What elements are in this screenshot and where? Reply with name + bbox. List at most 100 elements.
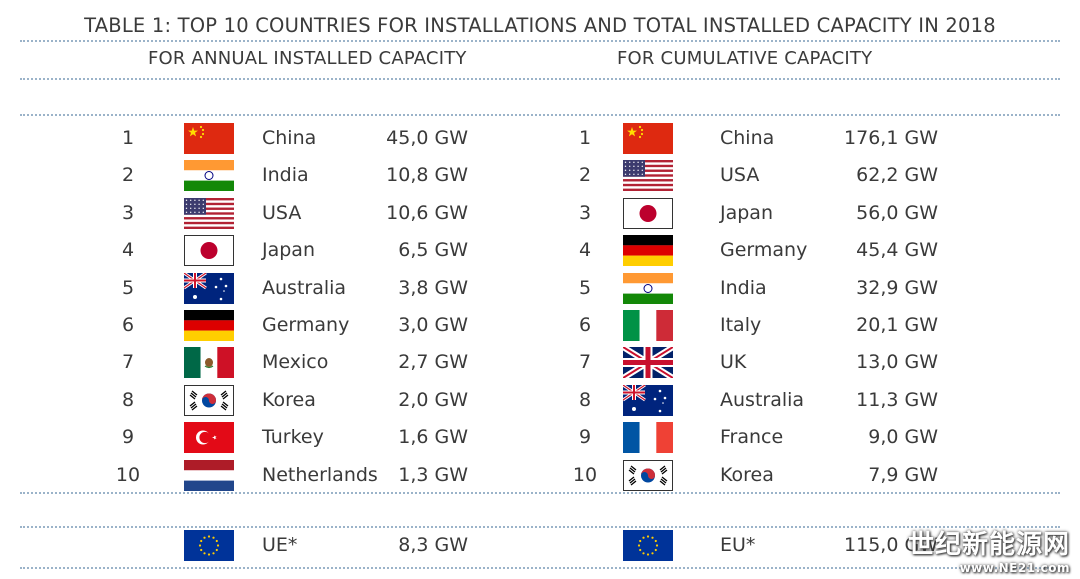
table-row: 6 Italy 20,1 GW — [0, 307, 1080, 344]
country-name: France — [720, 426, 784, 449]
australia-flag-icon — [184, 272, 234, 304]
separator-line — [20, 40, 1060, 42]
country-name: UK — [720, 351, 747, 374]
country-name: Japan — [720, 201, 773, 224]
rank-number: 2 — [121, 164, 135, 187]
capacity-value: 62,2 GW — [856, 164, 938, 187]
table-row: 9 Turkey 1,6 GW — [0, 419, 1080, 456]
table-row: 7 Mexico 2,7 GW — [0, 344, 1080, 381]
country-name: Netherlands — [262, 463, 378, 486]
total-country-label: EU* — [720, 534, 756, 556]
usa-flag-icon — [623, 160, 673, 192]
rank-number: 4 — [578, 239, 592, 262]
table-row: 1 China 45,0 GW — [0, 120, 1080, 157]
rank-number: 5 — [121, 276, 135, 299]
rank-number: 10 — [572, 463, 598, 486]
country-name: India — [720, 276, 767, 299]
rank-number: 6 — [121, 314, 135, 336]
table-row: 1 China 176,1 GW — [0, 120, 1080, 157]
rank-number: 9 — [121, 426, 135, 449]
india-flag-icon — [623, 272, 673, 304]
country-name: USA — [262, 201, 302, 224]
capacity-value: 10,6 GW — [386, 201, 468, 224]
rank-number: 4 — [121, 239, 135, 262]
capacity-value: 9,0 GW — [868, 426, 938, 449]
table-row: 5 India 32,9 GW — [0, 270, 1080, 307]
country-name: Korea — [720, 463, 774, 486]
annual-total-row: UE* 8,3 GW — [0, 527, 540, 564]
table-row: 4 Japan 6,5 GW — [0, 232, 1080, 269]
cumulative-total-row: EU* 115,0 GW — [0, 527, 1080, 564]
korea-flag-icon — [623, 459, 673, 491]
country-name: Italy — [720, 314, 762, 336]
separator-line — [20, 78, 1060, 80]
watermark: 世纪新能源网 www.NE21.com — [908, 524, 1070, 575]
capacity-value: 20,1 GW — [856, 314, 938, 336]
capacity-value: 3,0 GW — [398, 314, 468, 336]
country-name: USA — [720, 164, 760, 187]
france-flag-icon — [623, 422, 673, 454]
table-row: 9 France 9,0 GW — [0, 419, 1080, 456]
rank-number: 5 — [578, 276, 592, 299]
table-row: 2 India 10,8 GW — [0, 157, 1080, 194]
country-name: India — [262, 164, 309, 187]
separator-line — [20, 492, 1060, 494]
watermark-url: www.NE21.com — [959, 561, 1070, 575]
rank-number: 1 — [578, 127, 592, 149]
table-row: 8 Australia 11,3 GW — [0, 382, 1080, 419]
rank-number: 3 — [121, 201, 135, 224]
capacity-value: 13,0 GW — [856, 351, 938, 374]
watermark-text: 世纪新能源网 — [907, 530, 1070, 560]
japan-flag-icon — [623, 197, 673, 229]
usa-flag-icon — [184, 197, 234, 229]
table-row: 3 USA 10,6 GW — [0, 195, 1080, 232]
cumulative-header: FOR CUMULATIVE CAPACITY — [617, 48, 873, 69]
table-title: TABLE 1: TOP 10 COUNTRIES FOR INSTALLATI… — [84, 14, 996, 37]
separator-line — [20, 526, 1060, 528]
capacity-value: 45,0 GW — [386, 127, 468, 149]
rank-number: 9 — [578, 426, 592, 449]
capacity-value: 11,3 GW — [856, 388, 938, 411]
rank-number: 8 — [121, 388, 135, 411]
capacity-value: 1,6 GW — [398, 426, 468, 449]
table-row: 8 Korea 2,0 GW — [0, 382, 1080, 419]
rank-number: 6 — [578, 314, 592, 336]
table-row: 3 Japan 56,0 GW — [0, 195, 1080, 232]
india-flag-icon — [184, 160, 234, 192]
separator-line — [20, 567, 1060, 569]
capacity-value: 2,7 GW — [398, 351, 468, 374]
eu-flag-icon — [184, 530, 234, 561]
country-name: Australia — [720, 388, 805, 411]
capacity-value: 7,9 GW — [868, 463, 938, 486]
eu-flag-icon — [623, 530, 673, 561]
country-name: Korea — [262, 388, 316, 411]
country-name: China — [262, 127, 317, 149]
rank-number: 7 — [121, 351, 135, 374]
table-row: 10 Korea 7,9 GW — [0, 457, 1080, 494]
capacity-value: 45,4 GW — [856, 239, 938, 262]
netherlands-flag-icon — [184, 459, 234, 491]
capacity-value: 56,0 GW — [856, 201, 938, 224]
table-row: 4 Germany 45,4 GW — [0, 232, 1080, 269]
total-capacity: 8,3 GW — [398, 534, 468, 556]
country-name: Germany — [262, 314, 350, 336]
country-name: Australia — [262, 276, 347, 299]
germany-flag-icon — [623, 235, 673, 267]
table-row: 5 Australia 3,8 GW — [0, 270, 1080, 307]
rank-number: 7 — [578, 351, 592, 374]
china-flag-icon — [184, 123, 234, 154]
italy-flag-icon — [623, 310, 673, 341]
capacity-value: 176,1 GW — [844, 127, 938, 149]
rank-number: 10 — [115, 463, 141, 486]
total-country-label: UE* — [262, 534, 298, 556]
total-capacity: 115,0 GW — [844, 534, 938, 556]
uk-flag-icon — [623, 347, 673, 379]
capacity-value: 6,5 GW — [398, 239, 468, 262]
table-row: 6 Germany 3,0 GW — [0, 307, 1080, 344]
capacity-value: 32,9 GW — [856, 276, 938, 299]
separator-line — [20, 114, 1060, 116]
germany-flag-icon — [184, 310, 234, 341]
capacity-value: 1,3 GW — [398, 463, 468, 486]
capacity-value: 3,8 GW — [398, 276, 468, 299]
annual-header: FOR ANNUAL INSTALLED CAPACITY — [148, 48, 467, 69]
